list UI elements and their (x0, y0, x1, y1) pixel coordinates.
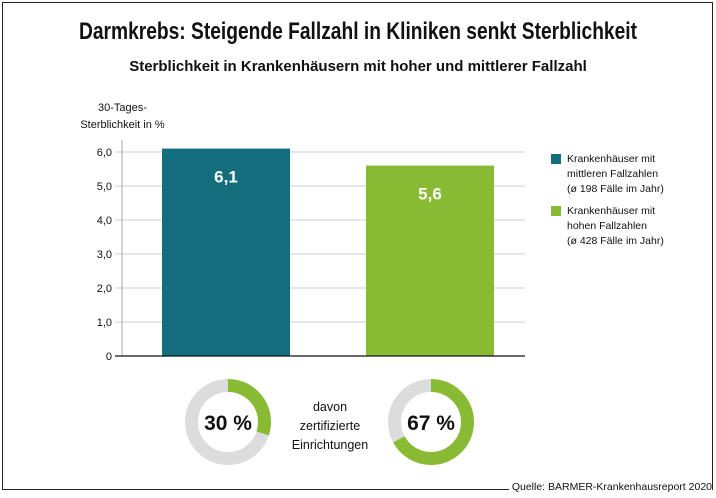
y-tick-label: 3,0 (97, 249, 112, 261)
legend-text: Krankenhäuser mit (567, 153, 656, 165)
chart-subtitle: Sterblichkeit in Krankenhäusern mit hohe… (129, 58, 587, 75)
donut-fill (185, 379, 271, 465)
legend-text: mittleren Fallzahlen (567, 168, 659, 180)
donut-value-label: 67 % (407, 412, 455, 435)
y-axis-label-line: 30-Tages- (98, 102, 147, 114)
y-tick-label: 0 (106, 351, 112, 363)
donut-caption-line: Einrichtungen (291, 438, 369, 452)
donut-caption-line: davon (312, 400, 348, 414)
y-tick-label: 1,0 (97, 317, 112, 329)
legend-text: (ø 198 Fälle im Jahr) (567, 183, 664, 195)
chart-frame (2, 2, 713, 490)
y-tick-label: 4,0 (97, 215, 112, 227)
bar-value-label: 6,1 (214, 168, 238, 187)
y-tick-label: 2,0 (97, 283, 112, 295)
y-tick-label: 5,0 (97, 181, 112, 193)
donut-value-label: 30 % (204, 412, 252, 435)
y-tick-label: 6,0 (97, 147, 112, 159)
bar (366, 165, 494, 356)
y-axis-label: 30-Tages- Sterblichkeit in % (60, 100, 185, 134)
bar (162, 148, 290, 356)
chart-title: Darmkrebs: Steigende Fallzahl in Klinike… (78, 18, 638, 45)
legend-text: Krankenhäuser mit (567, 205, 656, 217)
legend-swatch (551, 154, 561, 164)
donut-caption-line: zertifizierte (299, 419, 361, 433)
y-axis-label-line: Sterblichkeit in % (80, 119, 165, 131)
donut-fill (388, 379, 474, 465)
legend-item-high: Krankenhäuser mit hohen Fallzahlen (ø 42… (551, 204, 664, 249)
donut-caption: davon zertifizierte Einrichtungen (270, 398, 390, 455)
legend-swatch (551, 206, 561, 216)
legend-text: hohen Fallzahlen (567, 220, 647, 232)
legend-text: (ø 428 Fälle im Jahr) (567, 235, 664, 247)
legend-item-medium: Krankenhäuser mit mittleren Fallzahlen (… (551, 152, 664, 197)
source-note: Quelle: BARMER-Krankenhausreport 2020 (508, 481, 712, 494)
bar-value-label: 5,6 (418, 185, 442, 204)
